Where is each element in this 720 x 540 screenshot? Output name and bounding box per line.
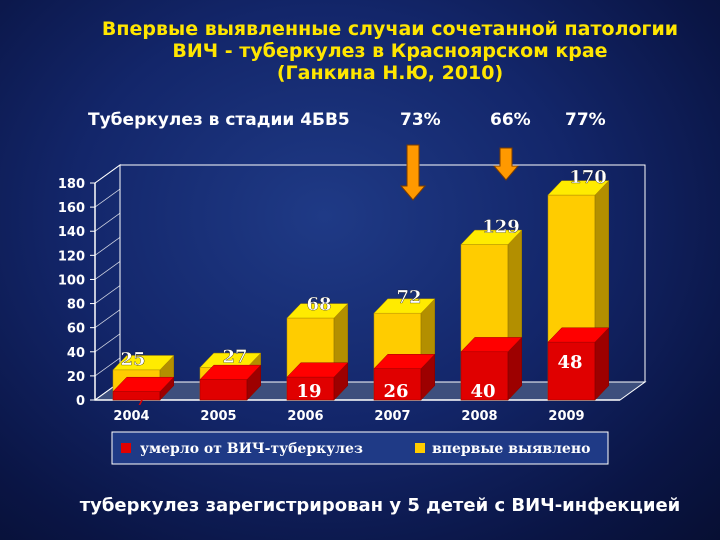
stage-percent-2007: 73% <box>400 110 441 130</box>
y-grid-diagonal <box>94 285 121 304</box>
stage-percent-2008: 66% <box>490 110 531 130</box>
title-line-2: ВИЧ - туберкулез в Красноярском крае <box>172 40 608 62</box>
bar-deaths-2008 <box>460 336 523 401</box>
data-label-deaths-2005: 17 <box>209 381 234 402</box>
bar-new-cases-2004-top <box>112 355 175 371</box>
y-grid-diagonal <box>94 309 121 328</box>
legend-swatch-new-cases <box>415 443 425 453</box>
bar-deaths-2004-top <box>112 376 175 392</box>
data-label-deaths-2004: 7 <box>135 389 148 410</box>
y-tick-label: 40 <box>67 346 85 361</box>
bar-new-cases-2009-top <box>547 180 610 196</box>
x-tick-label-2004: 2004 <box>113 409 149 424</box>
data-label-new-cases-2005: 27 <box>222 346 247 367</box>
data-label-new-cases-2007: 72 <box>396 287 421 308</box>
bar-new-cases-2008-top <box>460 229 523 245</box>
y-tick-label: 160 <box>58 201 85 216</box>
bar-deaths-2008-top <box>460 337 523 353</box>
data-label-new-cases-2004: 25 <box>120 349 145 370</box>
bar-deaths-2009-front <box>547 341 596 401</box>
data-label-new-cases-2006: 68 <box>306 294 331 315</box>
chart-title: Впервые выявленные случаи сочетанной пат… <box>60 18 720 84</box>
data-label-new-cases-2008: 129 <box>482 216 520 237</box>
y-grid-diagonal <box>94 188 121 208</box>
bar-deaths-2008-front <box>460 351 509 401</box>
bar-new-cases-2007-top <box>373 298 436 314</box>
bar-deaths-2009-top <box>547 327 610 343</box>
data-label-deaths-2006: 19 <box>296 381 321 402</box>
data-label-deaths-2008: 40 <box>470 381 495 402</box>
title-line-3: (Ганкина Н.Ю, 2010) <box>276 62 504 84</box>
legend-swatch-deaths <box>121 443 131 453</box>
legend-label-new-cases: впервые выявлено <box>432 441 590 457</box>
y-grid-diagonal <box>94 164 121 184</box>
footer-note: туберкулез зарегистрирован у 5 детей с В… <box>79 495 681 516</box>
y-grid-diagonal <box>94 237 121 256</box>
title-line-1: Впервые выявленные случаи сочетанной пат… <box>101 18 679 40</box>
y-tick-label: 140 <box>58 225 85 240</box>
data-label-deaths-2007: 26 <box>383 381 408 402</box>
legend: умерло от ВИЧ-туберкулез впервые выявлено <box>111 431 609 465</box>
bar-deaths-2005-top <box>199 364 262 380</box>
y-grid-diagonal <box>94 333 121 353</box>
x-tick-label-2007: 2007 <box>374 409 410 424</box>
y-grid-diagonal <box>94 261 121 280</box>
bar-deaths-2007-top <box>373 354 436 369</box>
bar-deaths-2009 <box>547 327 610 401</box>
stage-label: Туберкулез в стадии 4БВ5 <box>88 110 350 130</box>
data-label-new-cases-2009: 170 <box>569 167 607 188</box>
y-tick-label: 100 <box>58 273 85 288</box>
data-label-deaths-2009: 48 <box>557 352 582 373</box>
bar-deaths-2006 <box>286 362 349 401</box>
bar-deaths-2004 <box>112 376 175 401</box>
bar-deaths-2006-top <box>286 362 349 378</box>
y-tick-label: 120 <box>58 249 85 264</box>
x-tick-label-2009: 2009 <box>548 409 584 424</box>
side-wall <box>94 164 121 401</box>
bar-deaths-2007 <box>373 353 436 401</box>
y-grid-diagonal <box>94 357 121 377</box>
legend-label-deaths: умерло от ВИЧ-туберкулез <box>140 441 363 457</box>
y-tick-label: 20 <box>67 370 85 385</box>
y-tick-label: 60 <box>67 322 85 337</box>
bar-deaths-2005 <box>199 364 262 401</box>
legend-box <box>111 431 609 465</box>
arrow-icon-2007 <box>399 144 427 201</box>
y-tick-label: 80 <box>67 298 85 313</box>
x-tick-label-2005: 2005 <box>200 409 236 424</box>
arrow-icon-2008 <box>492 147 520 181</box>
stage-percent-2009: 77% <box>565 110 606 130</box>
bar-new-cases-2006-top <box>286 303 349 319</box>
y-tick-label: 0 <box>76 394 85 409</box>
x-tick-label-2006: 2006 <box>287 409 323 424</box>
y-tick-label: 180 <box>58 177 85 192</box>
x-tick-label-2008: 2008 <box>461 409 497 424</box>
y-grid-diagonal <box>94 212 121 232</box>
